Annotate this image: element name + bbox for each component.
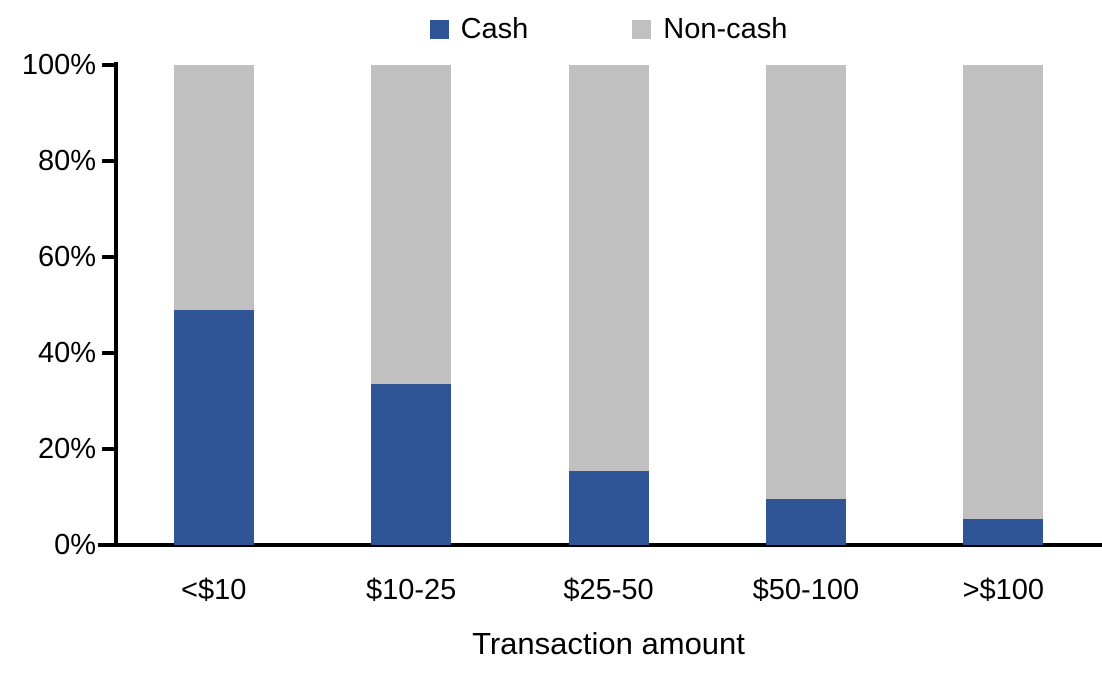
y-axis-tick [102, 159, 118, 163]
bar-segment-noncash [963, 65, 1044, 519]
bar-segment-cash [765, 499, 846, 545]
y-axis-line [114, 62, 118, 547]
bar-segment-noncash [173, 65, 254, 310]
bar-4 [765, 65, 846, 545]
legend-item-noncash: Non-cash [632, 12, 787, 46]
bar-segment-cash [371, 384, 452, 545]
legend: Cash Non-cash [115, 12, 1102, 46]
y-axis-tick [102, 447, 118, 451]
legend-label-cash: Cash [460, 13, 529, 45]
y-tick-label: 20% [37, 433, 96, 465]
x-category-label: <$10 [181, 574, 247, 606]
y-axis-tick [102, 255, 118, 259]
bar-3 [568, 65, 649, 545]
x-category-label: $50-100 [752, 574, 860, 606]
x-axis-line [98, 543, 1102, 547]
noncash-swatch-icon [632, 19, 652, 39]
bar-segment-noncash [765, 65, 846, 500]
bar-2 [371, 65, 452, 545]
y-axis-tick [102, 63, 118, 67]
cash-swatch-icon [429, 19, 449, 39]
x-category-label: $25-50 [563, 574, 654, 606]
y-tick-label: 0% [54, 529, 96, 561]
legend-label-noncash: Non-cash [663, 13, 788, 45]
y-axis-tick [102, 351, 118, 355]
y-tick-label: 100% [21, 49, 96, 81]
y-tick-label: 60% [37, 241, 96, 273]
bar-segment-cash [568, 470, 649, 545]
legend-item-cash: Cash [429, 12, 529, 46]
bar-segment-cash [173, 309, 254, 545]
x-category-label: $10-25 [365, 574, 457, 606]
x-category-label: >$100 [962, 574, 1045, 606]
bar-segment-noncash [568, 65, 649, 471]
bar-5 [963, 65, 1044, 545]
x-axis-title: Transaction amount [472, 626, 745, 661]
bar-segment-noncash [371, 65, 452, 385]
y-tick-label: 40% [37, 337, 96, 369]
y-tick-label: 80% [37, 145, 96, 177]
bar-1 [173, 65, 254, 545]
bar-segment-cash [963, 518, 1044, 545]
